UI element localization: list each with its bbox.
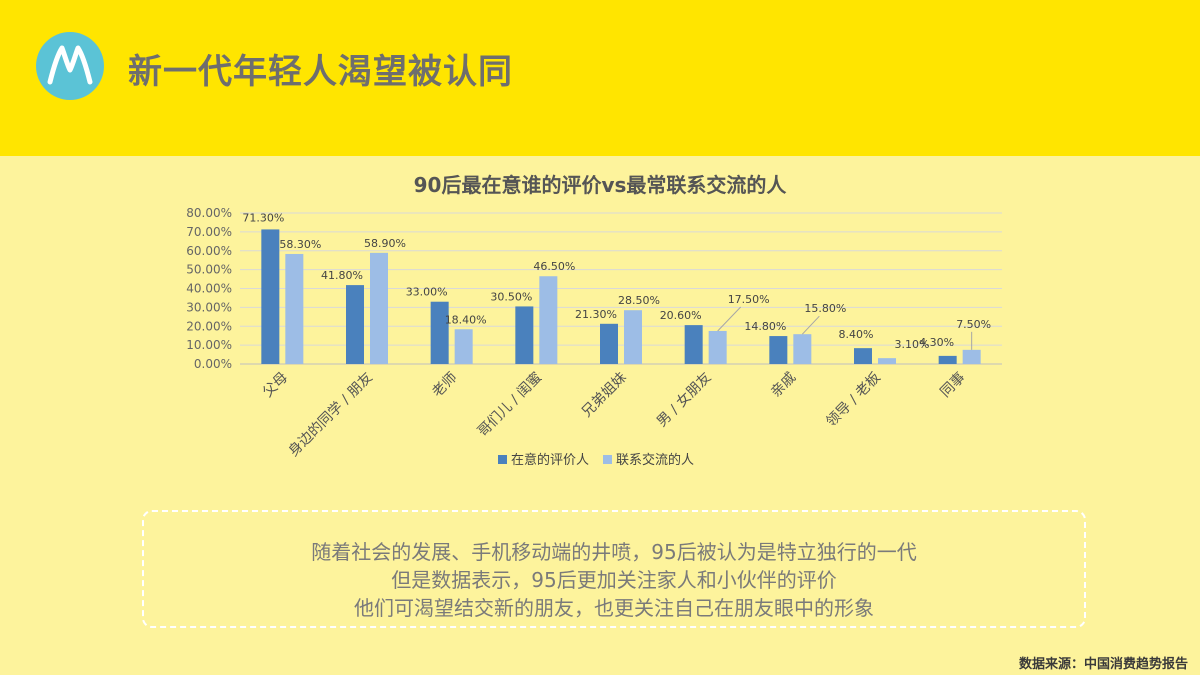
note-line-2: 但是数据表示，95后更加关注家人和小伙伴的评价 [391, 568, 837, 592]
y-tick-label: 50.00% [186, 263, 232, 277]
x-category-label: 同事 [937, 370, 968, 401]
bar [938, 355, 957, 364]
bar [962, 349, 981, 364]
bar [285, 253, 304, 364]
y-tick-label: 20.00% [186, 319, 232, 333]
x-category-label: 老师 [429, 370, 460, 401]
y-tick-label: 0.00% [194, 357, 232, 371]
x-category-label: 兄弟姐妹 [579, 370, 630, 421]
data-label: 15.80% [804, 302, 846, 315]
y-tick-label: 40.00% [186, 282, 232, 296]
legend-swatch [603, 455, 612, 464]
bar [684, 325, 703, 364]
label-leader [717, 306, 742, 332]
bar [708, 330, 727, 364]
summary-note: 随着社会的发展、手机移动端的井喷，95后被认为是特立独行的一代 但是数据表示，9… [142, 510, 1086, 628]
y-tick-label: 60.00% [186, 244, 232, 258]
chart-title: 90后最在意谁的评价vs最常联系交流的人 [414, 173, 788, 197]
bar [854, 348, 872, 364]
header-bar: 新一代年轻人渴望被认同 [0, 0, 1200, 156]
bar [515, 306, 534, 364]
label-leader [801, 315, 820, 335]
data-label: 30.50% [490, 290, 532, 303]
data-label: 28.50% [618, 294, 660, 307]
data-label: 17.50% [728, 293, 770, 306]
bar [793, 334, 812, 364]
bar [769, 336, 788, 364]
data-label: 14.80% [744, 320, 786, 333]
y-tick-label: 30.00% [186, 300, 232, 314]
bar [454, 329, 473, 364]
x-category-label: 父母 [260, 370, 291, 401]
data-label: 21.30% [575, 308, 617, 321]
y-tick-label: 70.00% [186, 225, 232, 239]
note-line-1: 随着社会的发展、手机移动端的井喷，95后被认为是特立独行的一代 [311, 540, 917, 564]
bar [370, 252, 388, 364]
data-source: 数据来源：中国消费趋势报告 [1018, 657, 1188, 672]
data-label: 58.30% [279, 238, 321, 251]
motorola-logo-icon [36, 32, 104, 100]
bar [346, 285, 364, 364]
bar [600, 323, 618, 364]
data-label: 71.30% [242, 211, 284, 224]
bar [624, 310, 642, 364]
note-line-3: 他们可渴望结交新的朋友，也更关注自己在朋友眼中的形象 [354, 596, 874, 620]
bar [878, 358, 896, 364]
page-title: 新一代年轻人渴望被认同 [128, 52, 513, 92]
x-category-label: 身边的同学 / 朋友 [286, 370, 376, 460]
data-label: 3.10% [895, 338, 930, 351]
legend-label: 在意的评价人 [511, 452, 589, 468]
data-label: 33.00% [406, 286, 448, 299]
data-label: 20.60% [660, 309, 702, 322]
data-label: 46.50% [533, 260, 575, 273]
y-tick-label: 10.00% [186, 338, 232, 352]
data-label: 18.40% [445, 313, 487, 326]
data-label: 58.90% [364, 237, 406, 250]
data-label: 8.40% [839, 328, 874, 341]
bar [261, 229, 280, 364]
x-category-label: 男 / 女朋友 [653, 369, 714, 430]
x-category-label: 亲戚 [768, 370, 799, 401]
data-label: 7.50% [956, 318, 991, 331]
x-category-label: 领导 / 老板 [823, 370, 884, 431]
data-label: 41.80% [321, 269, 363, 282]
chart: 90后最在意谁的评价vs最常联系交流的人 0.00% 10.00% 20.00% 30.… [0, 156, 1200, 486]
data-label: 4.30% [919, 336, 954, 349]
x-category-label: 哥们儿 / 闺蜜 [475, 370, 545, 440]
legend-swatch [498, 455, 507, 464]
y-tick-label: 80.00% [186, 206, 232, 220]
bar [430, 301, 449, 364]
legend-label: 联系交流的人 [616, 452, 694, 468]
bar [539, 276, 558, 364]
bar-chart-svg: 90后最在意谁的评价vs最常联系交流的人 0.00% 10.00% 20.00% 30.… [186, 173, 1002, 468]
